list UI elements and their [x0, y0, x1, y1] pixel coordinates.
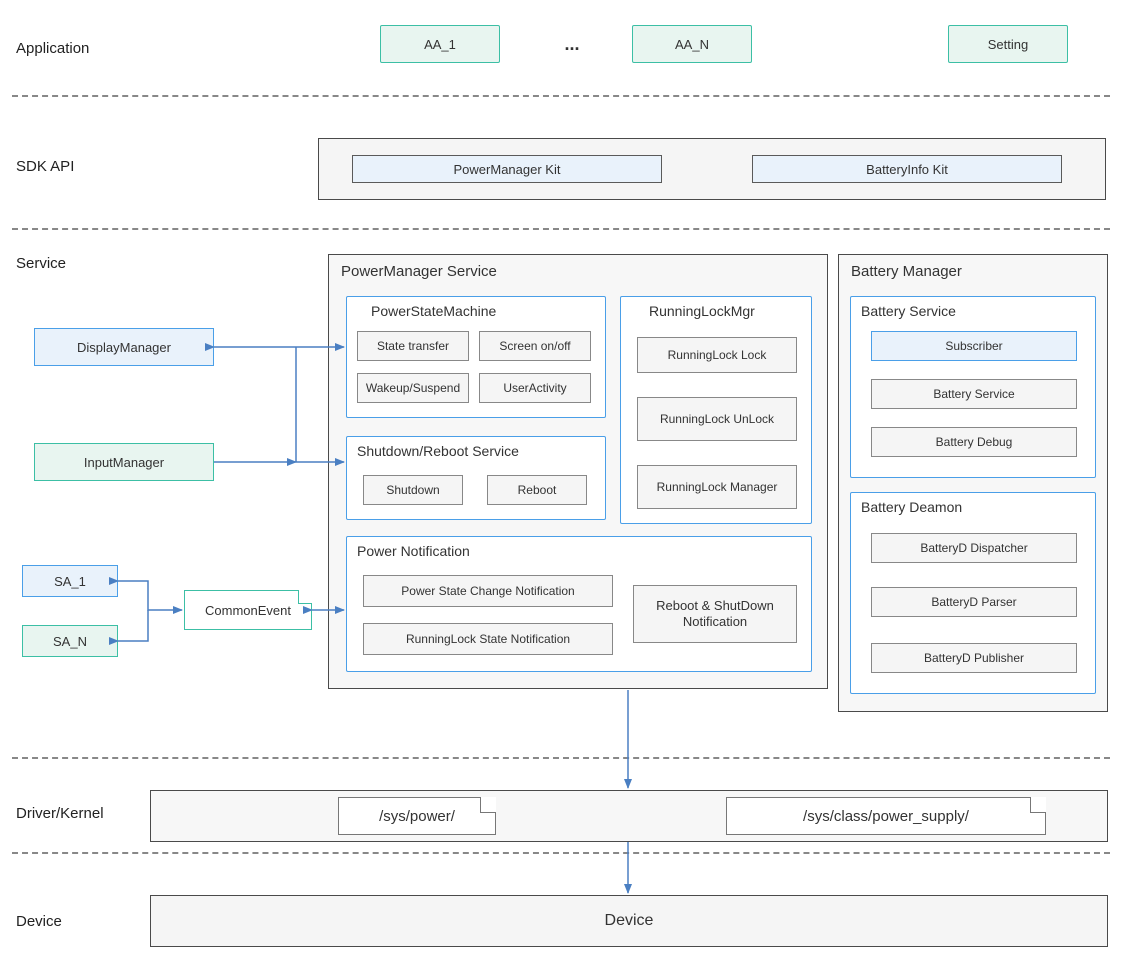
sys-power-label: /sys/power/ [379, 808, 455, 825]
app-aaN: AA_N [632, 25, 752, 63]
sys-power: /sys/power/ [338, 797, 496, 835]
layer-label-device: Device [16, 913, 62, 930]
rlm-title: RunningLockMgr [649, 303, 755, 319]
sys-class-power-supply: /sys/class/power_supply/ [726, 797, 1046, 835]
wakeup-suspend: Wakeup/Suspend [357, 373, 469, 403]
powerstatemachine: PowerStateMachine State transfer Screen … [346, 296, 606, 418]
sa1: SA_1 [22, 565, 118, 597]
note-fold-icon [480, 797, 496, 813]
battery-debug: Battery Debug [871, 427, 1077, 457]
commonevent-label: CommonEvent [205, 603, 291, 618]
notif-title: Power Notification [357, 543, 470, 559]
battery-service: Battery Service Subscriber Battery Servi… [850, 296, 1096, 478]
note-fold-icon [298, 590, 312, 604]
batteryd-parser: BatteryD Parser [871, 587, 1077, 617]
app-aa1: AA_1 [380, 25, 500, 63]
batteryd-dispatcher: BatteryD Dispatcher [871, 533, 1077, 563]
shutdown: Shutdown [363, 475, 463, 505]
runninglock-manager: RunningLock Manager [637, 465, 797, 509]
app-setting: Setting [948, 25, 1068, 63]
power-notification: Power Notification Power State Change No… [346, 536, 812, 672]
sys-class-label: /sys/class/power_supply/ [803, 808, 969, 825]
reboot-shutdown-notif: Reboot & ShutDown Notification [633, 585, 797, 643]
app-ellipsis: ... [552, 25, 592, 63]
runninglock-lock: RunningLock Lock [637, 337, 797, 373]
divider [12, 95, 1110, 97]
battery-deamon: Battery Deamon BatteryD Dispatcher Batte… [850, 492, 1096, 694]
divider [12, 852, 1110, 854]
inputmanager: InputManager [34, 443, 214, 481]
reboot: Reboot [487, 475, 587, 505]
divider [12, 228, 1110, 230]
layer-label-sdk: SDK API [16, 158, 74, 175]
screen-onoff: Screen on/off [479, 331, 591, 361]
shutdown-reboot-service: Shutdown/Reboot Service Shutdown Reboot [346, 436, 606, 520]
displaymanager: DisplayManager [34, 328, 214, 366]
runninglock-unlock: RunningLock UnLock [637, 397, 797, 441]
bm-title: Battery Manager [851, 263, 962, 280]
power-state-change-notif: Power State Change Notification [363, 575, 613, 607]
batteryd-publisher: BatteryD Publisher [871, 643, 1077, 673]
layer-label-driver: Driver/Kernel [16, 805, 104, 822]
pms-title: PowerManager Service [341, 263, 497, 280]
runninglock-state-notif: RunningLock State Notification [363, 623, 613, 655]
powermanager-kit: PowerManager Kit [352, 155, 662, 183]
layer-label-application: Application [16, 40, 89, 57]
subscriber: Subscriber [871, 331, 1077, 361]
note-fold-icon [1030, 797, 1046, 813]
bdaemon-title: Battery Deamon [861, 499, 962, 515]
runninglockmgr: RunningLockMgr RunningLock Lock RunningL… [620, 296, 812, 524]
psm-title: PowerStateMachine [371, 303, 496, 319]
batteryinfo-kit: BatteryInfo Kit [752, 155, 1062, 183]
commonevent: CommonEvent [184, 590, 312, 630]
device-box: Device [150, 895, 1108, 947]
bsvc-title: Battery Service [861, 303, 956, 319]
user-activity: UserActivity [479, 373, 591, 403]
shutdown-title: Shutdown/Reboot Service [357, 443, 519, 459]
saN: SA_N [22, 625, 118, 657]
layer-label-service: Service [16, 255, 66, 272]
state-transfer: State transfer [357, 331, 469, 361]
divider [12, 757, 1110, 759]
battery-service-chip: Battery Service [871, 379, 1077, 409]
